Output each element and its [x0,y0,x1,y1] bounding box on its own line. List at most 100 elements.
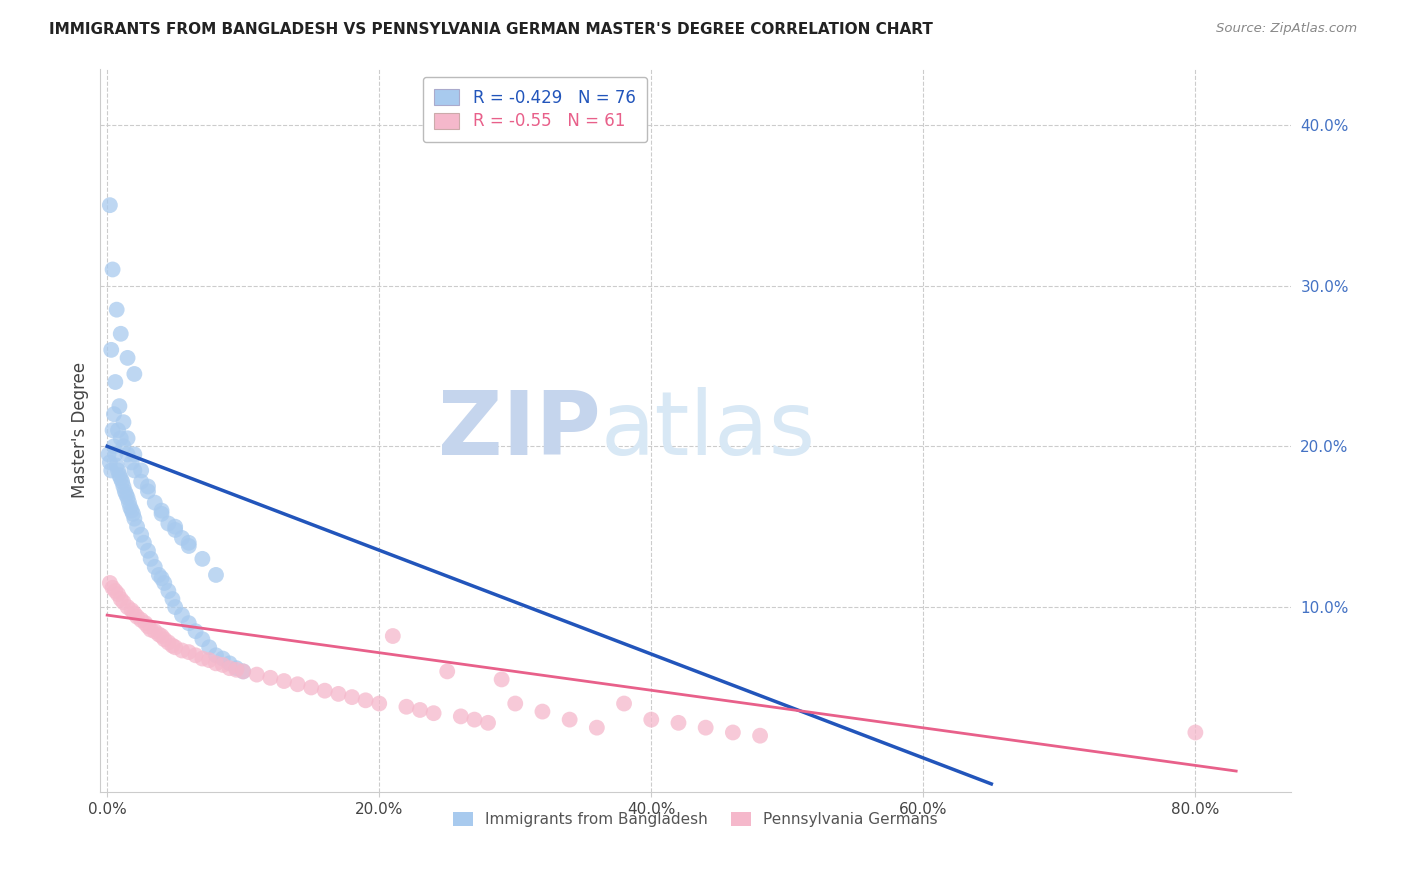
Point [136,484,159,499]
Point [110,431,132,445]
Point [98,198,121,212]
Legend: Immigrants from Bangladesh, Pennsylvania Germans: Immigrants from Bangladesh, Pennsylvania… [446,805,945,835]
Point [112,595,135,609]
Point [184,624,207,639]
Point [157,516,180,531]
Point [340,690,363,705]
Point [668,715,690,730]
Point [165,640,187,655]
Point [695,721,717,735]
Point [129,475,152,489]
Point [122,507,145,521]
Point [153,576,176,591]
Point [124,367,146,381]
Point [150,629,173,643]
Point [150,507,173,521]
Y-axis label: Master's Degree: Master's Degree [72,362,89,499]
Point [491,673,513,687]
Point [110,592,132,607]
Text: IMMIGRANTS FROM BANGLADESH VS PENNSYLVANIA GERMAN MASTER'S DEGREE CORRELATION CH: IMMIGRANTS FROM BANGLADESH VS PENNSYLVAN… [49,22,934,37]
Point [422,706,444,721]
Point [191,651,214,665]
Point [232,665,254,679]
Point [129,463,152,477]
Point [1184,725,1206,739]
Point [134,616,156,631]
Point [503,697,526,711]
Point [104,584,127,599]
Point [381,629,404,643]
Text: Source: ZipAtlas.com: Source: ZipAtlas.com [1216,22,1357,36]
Point [205,648,228,663]
Point [117,431,139,445]
Point [121,503,143,517]
Point [105,302,128,317]
Text: ZIP: ZIP [437,387,600,474]
Point [107,463,129,477]
Point [150,503,173,517]
Point [121,455,143,469]
Point [110,326,132,341]
Point [132,535,155,549]
Point [108,468,131,483]
Point [450,709,472,723]
Point [98,455,121,469]
Point [148,627,170,641]
Point [177,535,200,549]
Point [103,407,125,421]
Point [205,568,228,582]
Point [613,697,636,711]
Point [150,571,173,585]
Point [368,697,391,711]
Point [107,423,129,437]
Point [314,683,336,698]
Point [184,648,207,663]
Point [558,713,581,727]
Point [124,463,146,477]
Point [121,603,143,617]
Point [395,699,418,714]
Point [259,671,281,685]
Text: atlas: atlas [600,387,815,474]
Point [100,463,122,477]
Point [105,458,128,473]
Point [100,343,122,357]
Point [125,609,148,624]
Point [749,729,772,743]
Point [232,665,254,679]
Point [112,415,135,429]
Point [139,552,162,566]
Point [124,447,146,461]
Point [409,703,432,717]
Point [118,495,141,509]
Point [225,663,247,677]
Point [218,657,240,671]
Point [117,600,139,615]
Point [101,262,124,277]
Point [117,447,139,461]
Point [165,600,187,615]
Point [162,592,184,607]
Point [287,677,309,691]
Point [143,560,166,574]
Point [143,495,166,509]
Point [211,651,233,665]
Point [218,661,240,675]
Point [246,667,269,681]
Point [225,661,247,675]
Point [148,568,170,582]
Point [108,399,131,413]
Point [721,725,744,739]
Point [191,632,214,647]
Point [117,491,139,505]
Point [177,616,200,631]
Point [170,531,193,545]
Point [104,447,127,461]
Point [125,519,148,533]
Point [97,447,120,461]
Point [328,687,350,701]
Point [124,607,146,621]
Point [477,715,499,730]
Point [136,544,159,558]
Point [115,487,138,501]
